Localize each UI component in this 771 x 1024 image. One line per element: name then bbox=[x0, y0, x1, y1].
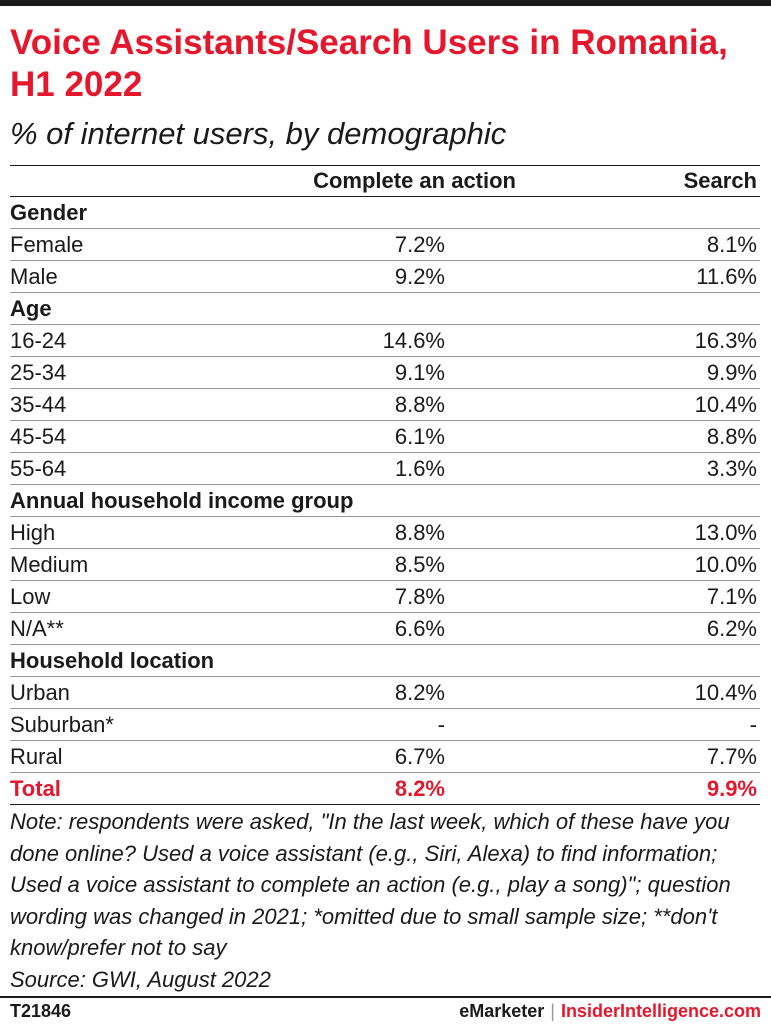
table-row: Female 7.2% 8.1% bbox=[10, 229, 760, 261]
complete-action-value: 8.8% bbox=[394, 392, 445, 417]
row-label: Rural bbox=[10, 744, 63, 769]
complete-action-value: 6.7% bbox=[394, 744, 445, 769]
chart-id: T21846 bbox=[10, 1001, 72, 1021]
row-label: Medium bbox=[10, 552, 89, 577]
table-row: Male 9.2% 11.6% bbox=[10, 261, 760, 293]
complete-action-value: 7.2% bbox=[394, 232, 445, 257]
table-row: 25-34 9.1% 9.9% bbox=[10, 357, 760, 389]
group-header-row: Annual household income group bbox=[10, 485, 760, 517]
table-row: 16-24 14.6% 16.3% bbox=[10, 325, 760, 357]
table-row: Rural 6.7% 7.7% bbox=[10, 741, 760, 773]
row-label: Suburban* bbox=[10, 712, 114, 737]
top-rule bbox=[0, 0, 771, 6]
column-header-complete-action: Complete an action bbox=[313, 168, 516, 193]
table-header: Complete an action Search bbox=[10, 165, 760, 197]
row-label: Household location bbox=[10, 648, 215, 673]
row-label: Age bbox=[10, 296, 52, 321]
row-label: N/A** bbox=[10, 616, 64, 641]
group-header-row: Gender bbox=[10, 197, 760, 229]
total-row: Total 8.2% 9.9% bbox=[10, 773, 760, 805]
search-value: 10.0% bbox=[694, 552, 757, 577]
search-value: 8.1% bbox=[706, 232, 757, 257]
row-label: 35-44 bbox=[10, 392, 67, 417]
row-label: Urban bbox=[10, 680, 70, 705]
row-label: 25-34 bbox=[10, 360, 67, 385]
complete-action-value: 14.6% bbox=[382, 328, 445, 353]
complete-action-value: 6.1% bbox=[394, 424, 445, 449]
search-value: 9.9% bbox=[706, 776, 757, 801]
complete-action-value: 7.8% bbox=[394, 584, 445, 609]
table-row: 35-44 8.8% 10.4% bbox=[10, 389, 760, 421]
search-value: - bbox=[749, 712, 757, 737]
emarketer-logo: eMarketer bbox=[459, 1001, 545, 1021]
search-value: 6.2% bbox=[706, 616, 757, 641]
search-value: 7.7% bbox=[706, 744, 757, 769]
complete-action-value: 6.6% bbox=[394, 616, 445, 641]
complete-action-value: 8.2% bbox=[394, 776, 445, 801]
search-value: 3.3% bbox=[706, 456, 757, 481]
row-label: High bbox=[10, 520, 56, 545]
insider-intelligence-link[interactable]: InsiderIntelligence.com bbox=[560, 1001, 761, 1021]
row-label: 16-24 bbox=[10, 328, 67, 353]
footer-rule bbox=[0, 996, 771, 998]
table-row: 45-54 6.1% 8.8% bbox=[10, 421, 760, 453]
row-label: Low bbox=[10, 584, 51, 609]
chart-subtitle: % of internet users, by demographic bbox=[10, 116, 507, 151]
row-label: 45-54 bbox=[10, 424, 67, 449]
complete-action-value: 9.2% bbox=[394, 264, 445, 289]
table-row: High 8.8% 13.0% bbox=[10, 517, 760, 549]
complete-action-value: 8.8% bbox=[394, 520, 445, 545]
table-row: N/A** 6.6% 6.2% bbox=[10, 613, 760, 645]
search-value: 16.3% bbox=[694, 328, 757, 353]
chart-title: Voice Assistants/Search Users in Romania… bbox=[10, 23, 728, 104]
search-value: 13.0% bbox=[694, 520, 757, 545]
complete-action-value: - bbox=[437, 712, 445, 737]
group-header-row: Household location bbox=[10, 645, 760, 677]
table-row: Medium 8.5% 10.0% bbox=[10, 549, 760, 581]
table-row: 55-64 1.6% 3.3% bbox=[10, 453, 760, 485]
search-value: 8.8% bbox=[706, 424, 757, 449]
footer-brand: eMarketer | InsiderIntelligence.com bbox=[459, 1001, 761, 1022]
search-value: 9.9% bbox=[706, 360, 757, 385]
row-label: Annual household income group bbox=[10, 488, 354, 513]
row-label: Female bbox=[10, 232, 84, 257]
data-table: Complete an action Search Gender Female 7.… bbox=[10, 165, 760, 805]
column-header-search: Search bbox=[683, 168, 757, 193]
search-value: 10.4% bbox=[694, 680, 757, 705]
search-value: 11.6% bbox=[696, 264, 757, 289]
table-row: Suburban* - - bbox=[10, 709, 760, 741]
search-value: 10.4% bbox=[694, 392, 757, 417]
row-label: Total bbox=[10, 776, 61, 801]
group-header-row: Age bbox=[10, 293, 760, 325]
complete-action-value: 9.1% bbox=[394, 360, 445, 385]
search-value: 7.1% bbox=[706, 584, 757, 609]
row-label: Gender bbox=[10, 200, 88, 225]
table-body: Gender Female 7.2% 8.1% Male 9.2% 11.6% Age 16-2… bbox=[10, 197, 760, 805]
row-label: Male bbox=[10, 264, 58, 289]
table-row: Low 7.8% 7.1% bbox=[10, 581, 760, 613]
complete-action-value: 1.6% bbox=[394, 456, 445, 481]
complete-action-value: 8.2% bbox=[394, 680, 445, 705]
note-text: Note: respondents were asked, "In the la… bbox=[10, 809, 731, 960]
complete-action-value: 8.5% bbox=[394, 552, 445, 577]
table-row: Urban 8.2% 10.4% bbox=[10, 677, 760, 709]
row-label: 55-64 bbox=[10, 456, 67, 481]
brand-separator: | bbox=[550, 1001, 555, 1021]
source-text: Source: GWI, August 2022 bbox=[10, 966, 271, 992]
footnote: Note: respondents were asked, "In the la… bbox=[10, 806, 765, 995]
